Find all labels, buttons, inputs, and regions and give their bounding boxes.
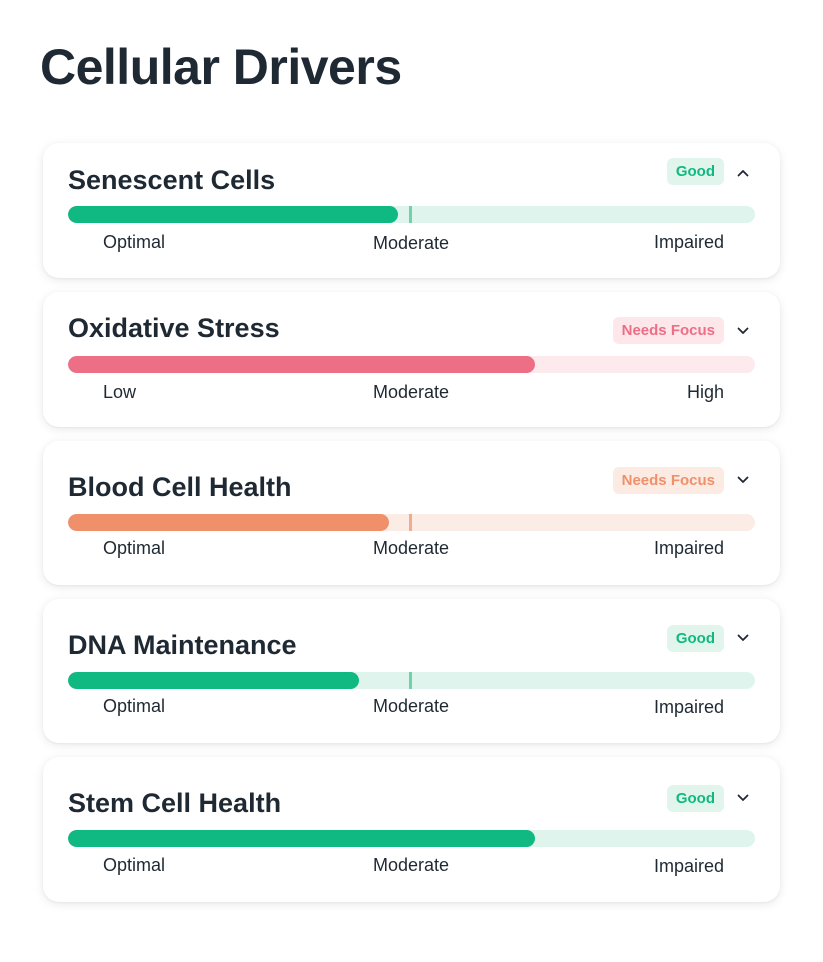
moderate-marker bbox=[409, 514, 412, 531]
status-badge: Needs Focus bbox=[612, 467, 724, 494]
chevron-down-icon[interactable] bbox=[736, 324, 750, 338]
card-title: Blood Cell Health bbox=[68, 472, 292, 502]
status-badge: Good bbox=[666, 625, 724, 652]
progress-track bbox=[68, 830, 755, 847]
status-badge: Good bbox=[666, 785, 724, 812]
moderate-marker bbox=[409, 672, 412, 689]
scale-label-mid: Moderate bbox=[373, 233, 450, 253]
driver-card-senescent-cells[interactable]: Senescent Cells Good Optimal Moderate Im… bbox=[43, 143, 780, 278]
progress-track bbox=[68, 672, 755, 689]
page-title: Cellular Drivers bbox=[40, 39, 402, 95]
scale-label-high: Impaired bbox=[653, 538, 724, 558]
driver-card-oxidative-stress[interactable]: Oxidative Stress Needs Focus Low Moderat… bbox=[43, 292, 780, 427]
card-title: Oxidative Stress bbox=[68, 313, 280, 343]
progress-fill bbox=[68, 206, 398, 223]
scale-label-high: Impaired bbox=[653, 856, 724, 876]
status-badge: Needs Focus bbox=[612, 317, 724, 344]
chevron-up-icon[interactable] bbox=[736, 166, 750, 180]
moderate-marker bbox=[409, 206, 412, 223]
progress-track bbox=[68, 514, 755, 531]
chevron-down-icon[interactable] bbox=[736, 791, 750, 805]
progress-fill bbox=[68, 672, 359, 689]
scale-label-mid: Moderate bbox=[373, 382, 450, 402]
scale-label-low: Low bbox=[103, 382, 137, 402]
card-title: Senescent Cells bbox=[68, 165, 276, 195]
progress-fill bbox=[68, 356, 536, 373]
driver-card-dna-maintenance[interactable]: DNA Maintenance Good Optimal Moderate Im… bbox=[43, 599, 780, 743]
driver-card-blood-cell-health[interactable]: Blood Cell Health Needs Focus Optimal Mo… bbox=[43, 441, 780, 585]
chevron-down-icon[interactable] bbox=[736, 473, 750, 487]
progress-fill bbox=[68, 514, 389, 531]
scale-label-low: Optimal bbox=[103, 538, 166, 558]
scale-label-low: Optimal bbox=[103, 232, 166, 252]
progress-track bbox=[68, 356, 755, 373]
scale-label-low: Optimal bbox=[103, 696, 166, 716]
scale-label-mid: Moderate bbox=[373, 855, 450, 875]
scale-label-high: Impaired bbox=[653, 232, 724, 252]
progress-track bbox=[68, 206, 755, 223]
scale-label-mid: Moderate bbox=[373, 696, 450, 716]
driver-card-stem-cell-health[interactable]: Stem Cell Health Good Optimal Moderate I… bbox=[43, 757, 780, 902]
scale-label-mid: Moderate bbox=[373, 538, 450, 558]
scale-label-high: Impaired bbox=[653, 697, 724, 717]
status-badge: Good bbox=[666, 158, 724, 185]
progress-fill bbox=[68, 830, 536, 847]
chevron-down-icon[interactable] bbox=[736, 631, 750, 645]
scale-label-high: High bbox=[686, 382, 724, 402]
scale-label-low: Optimal bbox=[103, 855, 166, 875]
card-title: Stem Cell Health bbox=[68, 788, 282, 818]
card-title: DNA Maintenance bbox=[68, 630, 297, 660]
